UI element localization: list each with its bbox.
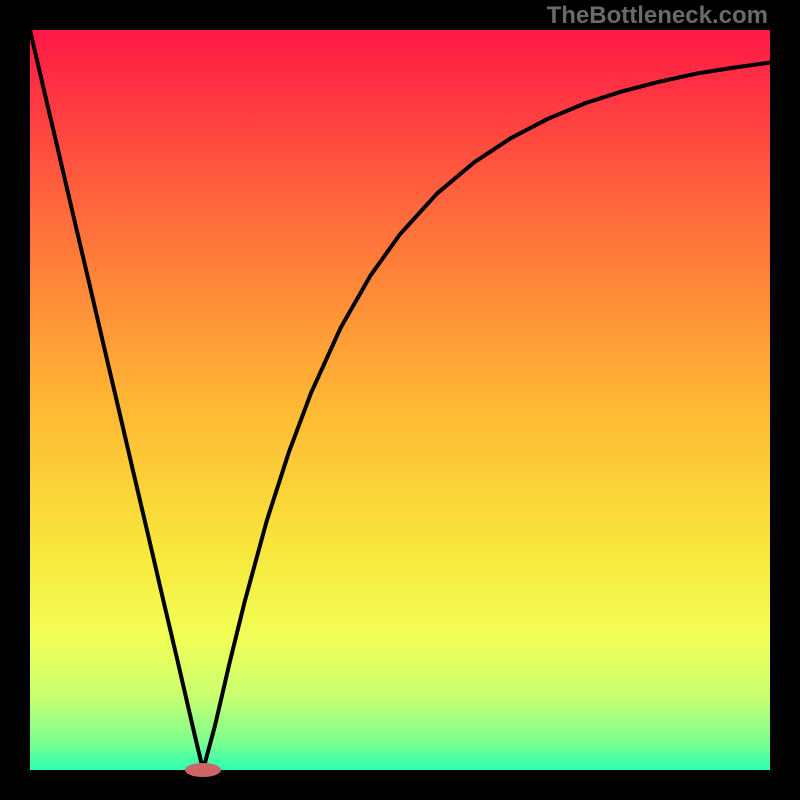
curve-svg [30, 30, 770, 770]
minimum-marker [185, 763, 221, 777]
bottleneck-curve [30, 30, 770, 770]
chart-frame: TheBottleneck.com [0, 0, 800, 800]
plot-area [30, 30, 770, 770]
watermark-text: TheBottleneck.com [547, 2, 768, 30]
